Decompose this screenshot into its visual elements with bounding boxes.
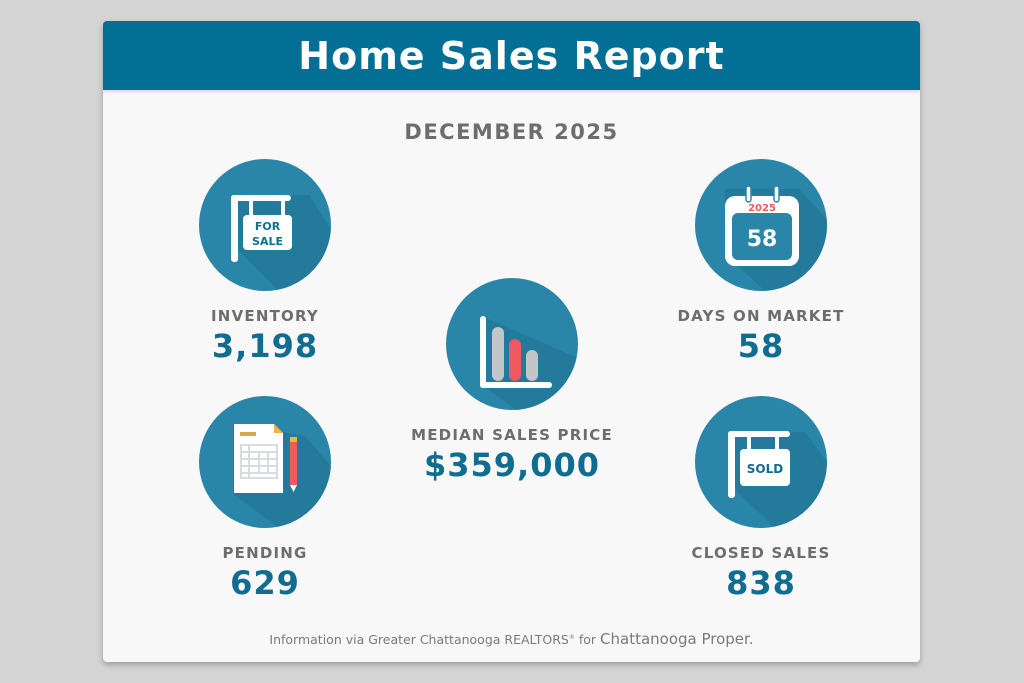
footer-prefix: Information via Greater Chattanooga REAL… bbox=[269, 632, 569, 647]
report-header: Home Sales Report bbox=[103, 21, 920, 90]
calendar-icon: 2025 58 bbox=[695, 159, 827, 291]
median-sales-price-value: $359,000 bbox=[423, 446, 600, 484]
days-on-market-value: 58 bbox=[737, 327, 785, 365]
svg-text:58: 58 bbox=[747, 227, 778, 252]
footer-area: Chattanooga Proper. bbox=[600, 630, 754, 648]
closed-sales-value: 838 bbox=[726, 564, 796, 602]
median-sales-price-label: MEDIAN SALES PRICE bbox=[411, 426, 613, 444]
stat-inventory: FOR SALE INVENTORY 3,198 bbox=[150, 159, 380, 365]
report-card: Home Sales Report DECEMBER 2025 FOR SALE… bbox=[103, 21, 920, 662]
svg-text:SOLD: SOLD bbox=[747, 462, 783, 476]
for-sale-sign-icon: FOR SALE bbox=[199, 159, 331, 291]
report-period: DECEMBER 2025 bbox=[404, 120, 619, 144]
footer-middle: for bbox=[574, 632, 601, 647]
svg-text:2025: 2025 bbox=[748, 203, 776, 214]
pending-label: PENDING bbox=[222, 544, 308, 562]
source-footer: Information via Greater Chattanooga REAL… bbox=[103, 630, 920, 648]
inventory-value: 3,198 bbox=[211, 327, 319, 365]
days-on-market-label: DAYS ON MARKET bbox=[677, 307, 845, 325]
report-title: Home Sales Report bbox=[298, 33, 725, 78]
inventory-label: INVENTORY bbox=[211, 307, 319, 325]
stat-closed-sales: SOLD CLOSED SALES 838 bbox=[646, 396, 876, 602]
closed-sales-label: CLOSED SALES bbox=[691, 544, 831, 562]
bar-chart-icon bbox=[446, 278, 578, 410]
svg-text:SALE: SALE bbox=[252, 235, 283, 248]
stat-days-on-market: 2025 58 DAYS ON MARKET 58 bbox=[646, 159, 876, 365]
document-pencil-icon bbox=[199, 396, 331, 528]
svg-text:FOR: FOR bbox=[255, 220, 281, 233]
stat-pending: PENDING 629 bbox=[150, 396, 380, 602]
pending-value: 629 bbox=[230, 564, 300, 602]
sold-sign-icon: SOLD bbox=[695, 396, 827, 528]
registered-mark: ® bbox=[568, 633, 575, 641]
stat-median-sales-price: MEDIAN SALES PRICE $359,000 bbox=[397, 278, 627, 484]
